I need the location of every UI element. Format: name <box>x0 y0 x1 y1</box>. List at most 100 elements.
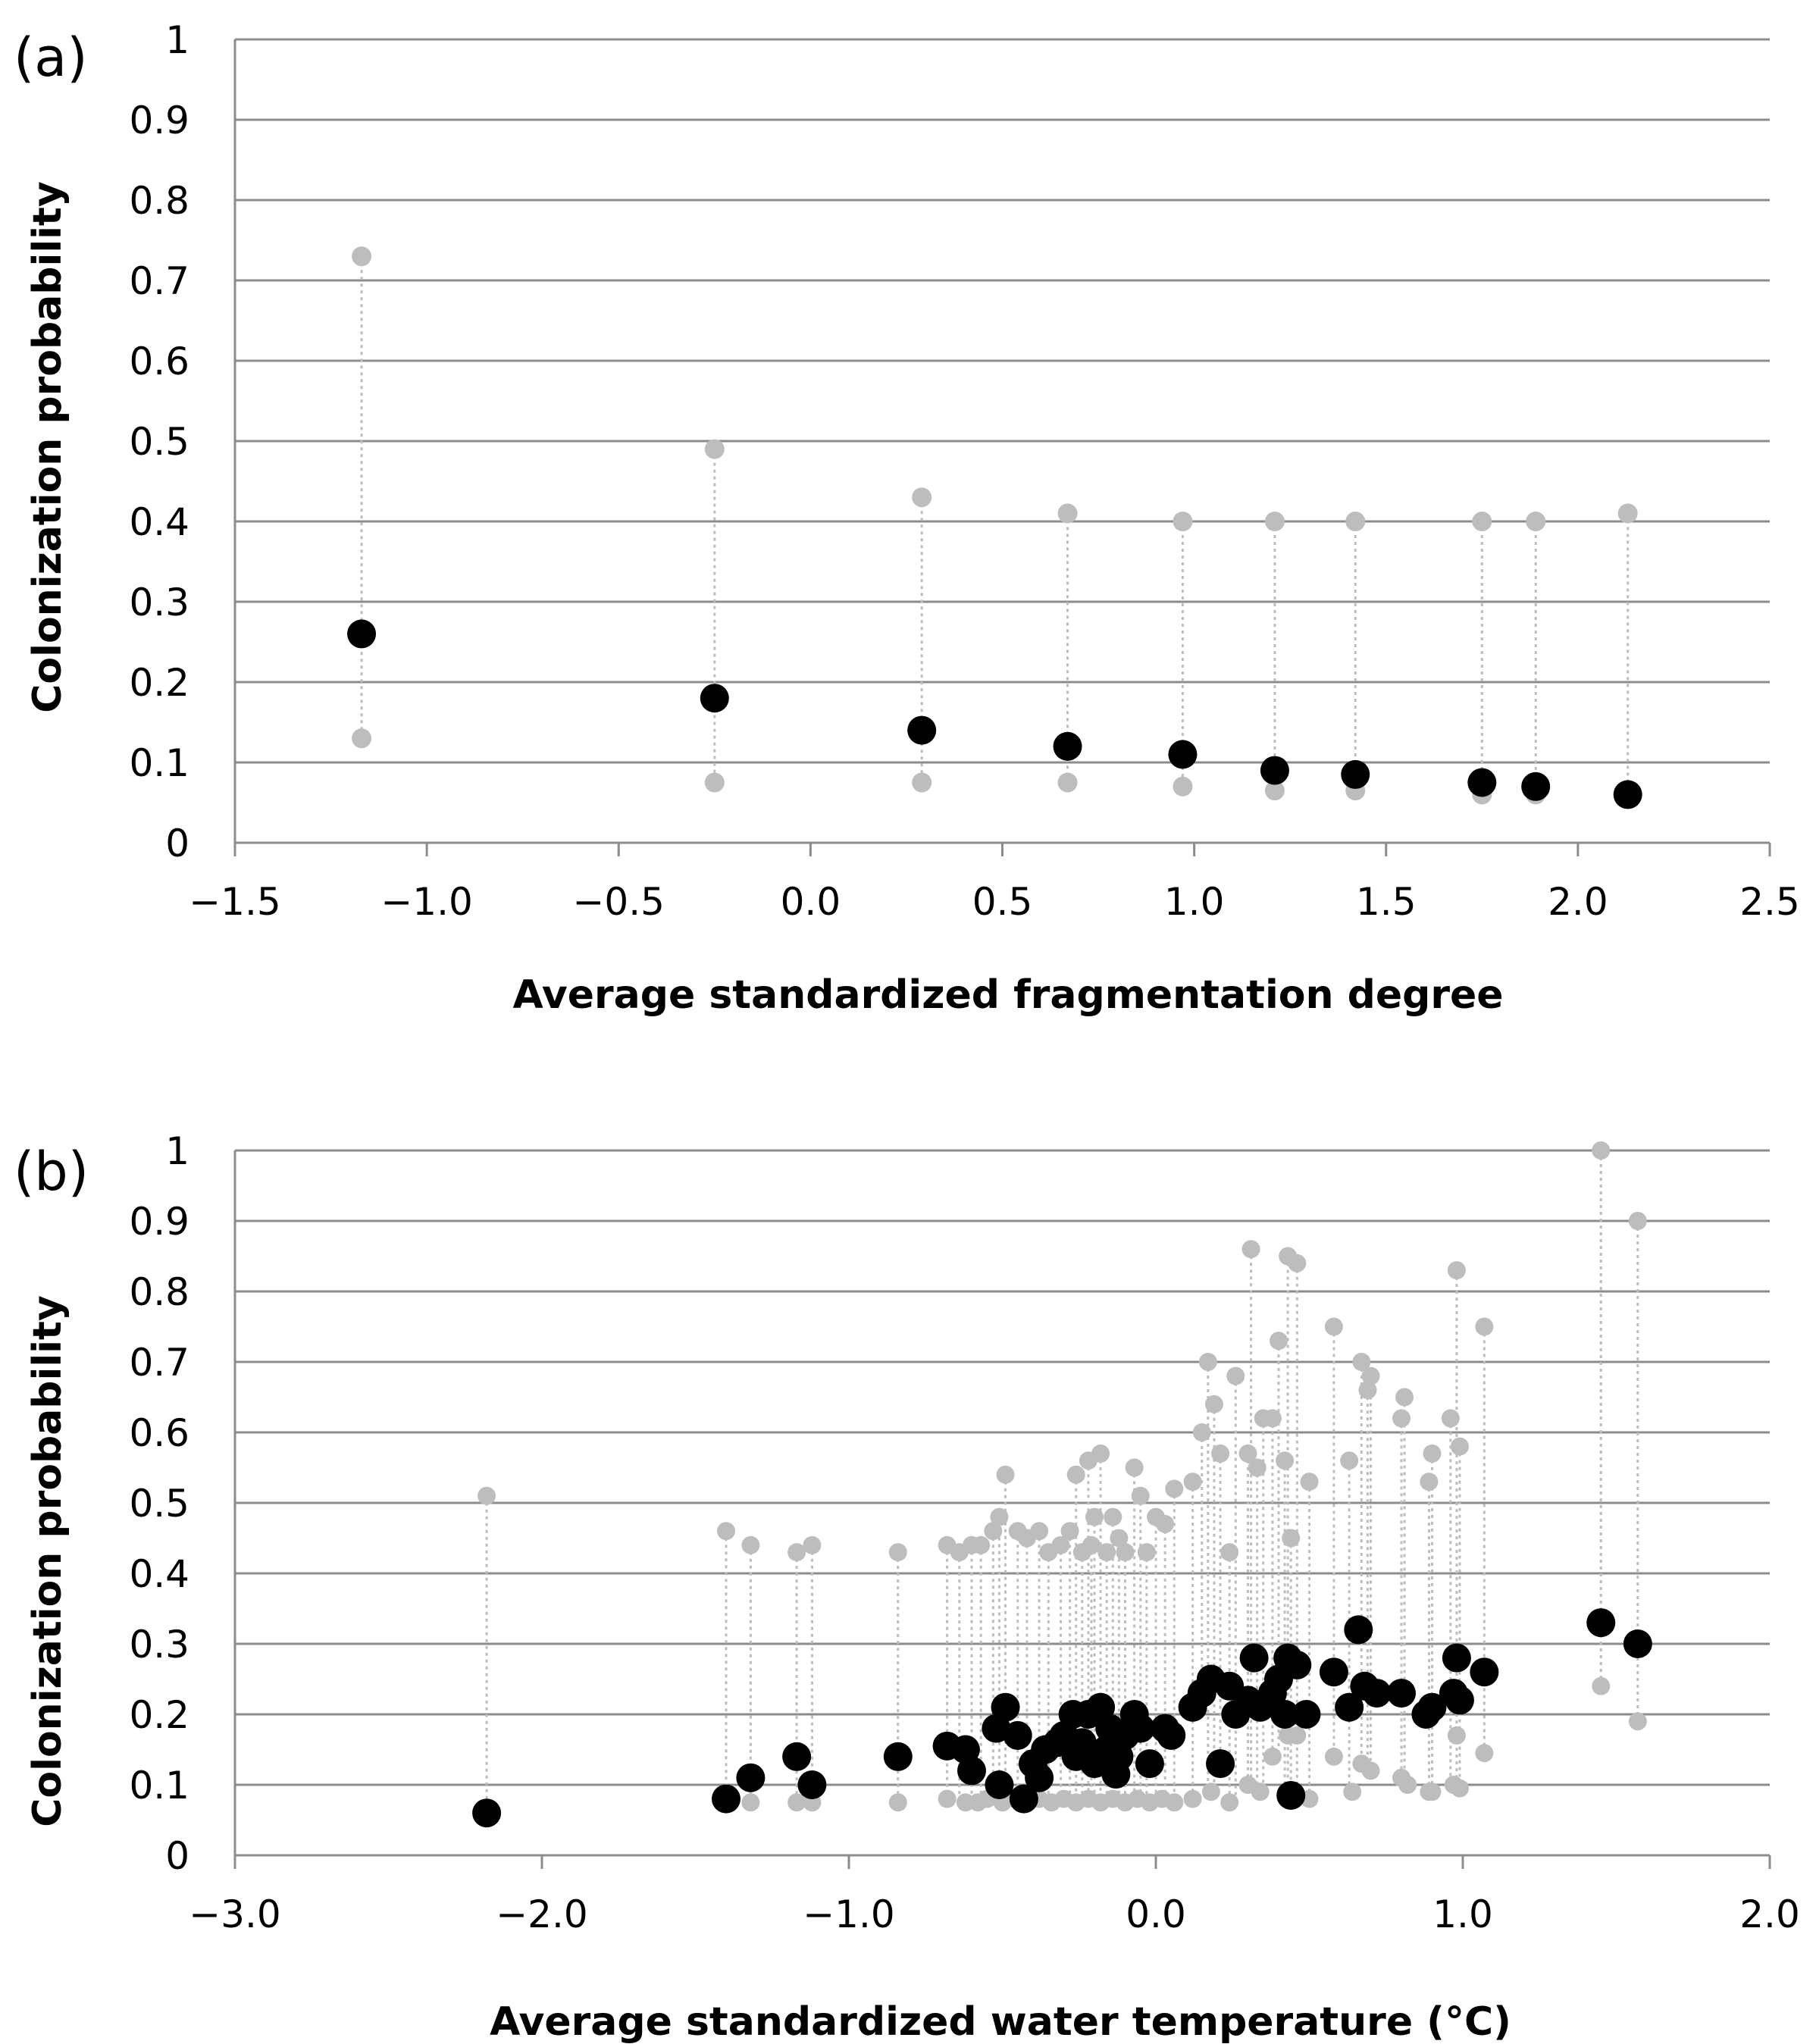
panel-b-upper-point <box>1165 1479 1184 1498</box>
panel-a-y-tick-label: 0.1 <box>129 741 189 785</box>
panel-b-upper-point <box>1137 1543 1156 1562</box>
panel-b-upper-point <box>1392 1409 1411 1428</box>
panel-a-grid <box>235 38 1770 764</box>
panel-a-mean-points <box>347 619 1642 809</box>
panel-a-y-ticks: 0 0.1 0.2 0.3 0.4 0.5 0.6 0.7 0.8 0.9 1 <box>129 18 189 865</box>
panel-a-upper-point <box>1173 512 1193 531</box>
panel-b-mean-point <box>1445 1686 1474 1715</box>
panel-b-lower-point <box>1343 1783 1362 1801</box>
panel-b-mean-point <box>1470 1657 1499 1687</box>
panel-b-mean-point <box>991 1692 1020 1722</box>
panel-b-y-tick-label: 0.3 <box>129 1623 189 1667</box>
panel-b-x-axis-label: Average standardized water temperature (… <box>490 1999 1511 2044</box>
panel-b-lower-point <box>1447 1726 1466 1745</box>
panel-b-mean-point <box>1586 1608 1616 1638</box>
panel-b-y-tick-label: 0.6 <box>129 1411 189 1455</box>
panel-a-lower-point <box>704 772 725 793</box>
panel-b-upper-point <box>1352 1353 1371 1371</box>
panel-b-lower-point <box>1165 1793 1184 1812</box>
panel-a-x-tick-label: −0.5 <box>573 880 665 924</box>
panel-b-mean-point <box>1282 1650 1312 1679</box>
panel-b-lower-point <box>1220 1793 1239 1812</box>
panel-b-y-ticks: 0 0.1 0.2 0.3 0.4 0.5 0.6 0.7 0.8 0.9 1 <box>129 1129 189 1878</box>
panel-b-upper-point <box>1104 1507 1122 1526</box>
panel-a-lower-point <box>1057 772 1078 793</box>
panel-a-y-tick-label: 1 <box>165 18 189 62</box>
panel-b-upper-point <box>1220 1543 1239 1562</box>
panel-b-upper-point <box>1156 1514 1175 1533</box>
panel-b-mean-point <box>1239 1643 1269 1673</box>
panel-a-mean-point <box>1260 756 1289 785</box>
panel-b-mean-point <box>1623 1629 1652 1658</box>
panel-b-upper-point <box>1131 1486 1150 1505</box>
panel-b-upper-point <box>1420 1473 1439 1492</box>
panel-b-mean-point <box>1276 1780 1306 1810</box>
panel-b-upper-point <box>1116 1543 1135 1562</box>
panel-a-upper-point <box>704 439 725 459</box>
panel-a-x-tick-label: 2.5 <box>1739 880 1800 924</box>
panel-b-y-tick-label: 0.8 <box>129 1270 189 1314</box>
panel-b-x-ticks: −3.0 −2.0 −1.0 0.0 1.0 2.0 <box>189 1892 1799 1936</box>
panel-b-lower-point <box>741 1793 760 1812</box>
panel-b-upper-point <box>1051 1535 1070 1554</box>
panel-a-upper-point <box>1617 503 1638 524</box>
panel-b-lower-point <box>1201 1783 1220 1801</box>
panel-b-mean-point <box>1135 1749 1164 1779</box>
panel-b-mean-point <box>1003 1720 1032 1750</box>
panel-a-y-tick-label: 0.8 <box>129 179 189 223</box>
panel-a-lower-point <box>352 728 372 749</box>
panel-a-upper-point <box>1472 512 1492 531</box>
panel-a-y-tick-label: 0 <box>165 822 189 865</box>
panel-b-upper-point <box>1226 1366 1245 1385</box>
panel-b-mean-point <box>1362 1679 1392 1708</box>
panel-b-upper-point <box>1198 1353 1217 1371</box>
panel-b-lower-point <box>1423 1783 1442 1801</box>
panel-b-y-tick-label: 0 <box>165 1834 189 1878</box>
panel-b-lower-point <box>787 1793 806 1812</box>
panel-b-mean-point <box>1417 1692 1447 1722</box>
panel-b-upper-point <box>1263 1409 1282 1428</box>
panel-b-upper-point <box>1030 1522 1049 1541</box>
panel-a: (a) 00.10.20.30.40.50.60.70.80.91 −1.5 −1… <box>14 18 1800 1018</box>
panel-b-x-tick-label: 1.0 <box>1432 1892 1493 1936</box>
panel-b-mean-point <box>1270 1700 1300 1729</box>
panel-b-lower-point <box>1251 1783 1270 1801</box>
panel-b-upper-point <box>984 1522 1003 1541</box>
panel-b-upper-point <box>1270 1332 1288 1351</box>
panel-b-lower-point <box>1288 1726 1307 1745</box>
panel-b-upper-point <box>1288 1254 1307 1272</box>
panel-b-lower-point <box>1361 1761 1380 1780</box>
panel-b-upper-point <box>1241 1240 1260 1259</box>
panel-b-x-tick-label: −3.0 <box>189 1892 280 1936</box>
panel-a-upper-point <box>912 487 932 508</box>
panel-b-upper-point <box>1192 1423 1211 1441</box>
panel-a-x-tick-label: 0.0 <box>781 880 841 924</box>
panel-a-upper-point <box>1526 512 1546 531</box>
panel-b-y-tick-label: 0.5 <box>129 1482 189 1526</box>
panel-b-upper-point <box>1395 1388 1414 1407</box>
panel-b: (b) 0 0.1 0.2 0.3 0.4 0.5 0.6 0.7 0.8 0.9 1 −3.0 −2… <box>14 1129 1800 2044</box>
panel-b-y-tick-label: 0.4 <box>129 1552 189 1596</box>
panel-a-mean-point <box>1521 772 1551 801</box>
panel-b-upper-point <box>1276 1451 1295 1470</box>
panel-a-y-tick-label: 0.2 <box>129 661 189 705</box>
panel-b-mean-point <box>736 1763 766 1792</box>
panel-a-upper-points <box>352 246 1638 531</box>
panel-b-upper-point <box>996 1465 1015 1484</box>
panel-b-upper-point <box>477 1486 496 1505</box>
panel-a-x-tick-label: 2.0 <box>1548 880 1608 924</box>
panel-a-y-tick-label: 0.9 <box>129 99 189 142</box>
panel-b-lower-point <box>1263 1747 1282 1766</box>
panel-a-x-ticks: −1.5 −1.0 −0.5 0.0 0.5 1.0 1.5 2.0 2.5 <box>189 880 1799 924</box>
panel-b-mean-point <box>1025 1763 1054 1792</box>
panel-b-mean-point <box>1206 1749 1235 1779</box>
panel-b-y-tick-label: 0.9 <box>129 1200 189 1244</box>
panel-a-y-axis-label: Colonization probability <box>25 181 70 713</box>
panel-b-upper-point <box>787 1543 806 1562</box>
panel-a-lower-point <box>912 772 932 793</box>
panel-a-mean-point <box>1613 780 1642 809</box>
panel-a-ci-lines <box>360 256 1630 795</box>
panel-a-upper-point <box>1057 503 1078 524</box>
panel-a-x-tick-label: 1.5 <box>1356 880 1417 924</box>
panel-b-mean-point <box>712 1784 740 1814</box>
